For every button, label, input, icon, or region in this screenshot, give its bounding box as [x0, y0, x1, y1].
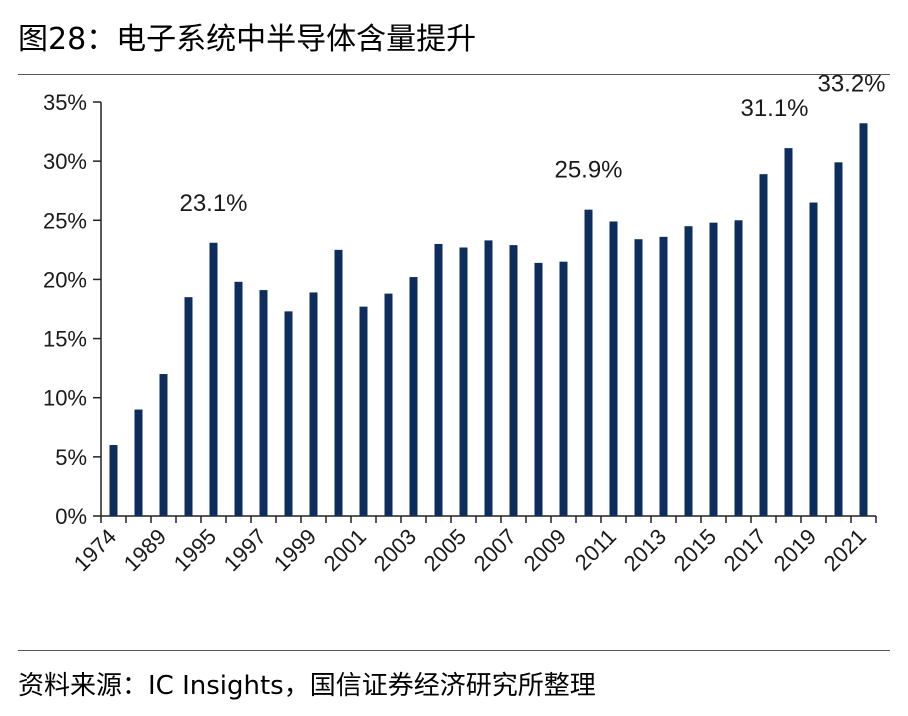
bar: [234, 281, 243, 516]
title-divider: [18, 74, 890, 75]
bar: [559, 261, 568, 516]
y-tick-label: 35%: [43, 90, 87, 115]
x-tick-label: 1997: [219, 524, 271, 576]
bar: [284, 311, 293, 516]
x-tick-label: 2007: [469, 524, 521, 576]
x-tick-label: 1999: [269, 524, 321, 576]
bar: [159, 374, 168, 516]
x-tick-label: 2019: [769, 524, 821, 576]
bar: [509, 245, 518, 516]
bar: [359, 306, 368, 516]
bar-series: [109, 123, 868, 517]
y-tick-label: 5%: [55, 445, 87, 470]
bar: [809, 202, 818, 517]
x-tick-label: 2003: [369, 524, 421, 576]
y-tick-label: 15%: [43, 327, 87, 352]
bar: [109, 445, 118, 516]
bar: [834, 162, 843, 516]
x-tick-label: 2005: [419, 524, 471, 576]
y-tick-label: 25%: [43, 208, 87, 233]
x-tick-label: 2015: [669, 524, 721, 576]
bar: [784, 148, 793, 517]
bar: [134, 409, 143, 516]
bar: [184, 297, 193, 516]
data-label: 25.9%: [554, 157, 622, 184]
bar: [734, 220, 743, 517]
bar: [309, 292, 318, 516]
y-tick-label: 30%: [43, 149, 87, 174]
x-tick-label: 2001: [319, 524, 371, 576]
y-tick-label: 20%: [43, 267, 87, 292]
bar: [859, 123, 868, 516]
source-divider: [18, 650, 890, 651]
x-tick-label: 1974: [69, 524, 121, 576]
x-axis: 1974198919951997199920012003200520072009…: [69, 515, 877, 576]
bar: [209, 242, 218, 516]
bar: [384, 293, 393, 516]
x-tick-label: 2009: [519, 524, 571, 576]
bar: [709, 222, 718, 516]
x-tick-label: 1989: [119, 524, 171, 576]
bar: [659, 236, 668, 517]
y-axis: 0% 5% 10% 15% 20% 25% 30% 35%: [43, 90, 102, 529]
bar: [409, 277, 418, 516]
bar: [259, 290, 268, 516]
bar: [434, 243, 443, 516]
data-label: 33.2%: [817, 70, 885, 97]
x-tick-label: 2013: [619, 524, 671, 576]
data-labels: 23.1% 25.9% 31.1% 33.2%: [179, 70, 885, 216]
bar: [334, 249, 343, 516]
bar: [609, 221, 618, 516]
x-tick-label: 1995: [169, 524, 221, 576]
bar: [759, 174, 768, 516]
bar: [534, 262, 543, 516]
data-label: 31.1%: [740, 95, 808, 122]
bar: [584, 209, 593, 516]
y-tick-label: 0%: [55, 504, 87, 529]
x-tick-label: 2011: [570, 524, 621, 575]
y-tick-label: 10%: [43, 386, 87, 411]
bar: [634, 239, 643, 516]
data-label: 23.1%: [179, 190, 247, 217]
bar: [459, 247, 468, 516]
bar-chart: 0% 5% 10% 15% 20% 25% 30% 35% 19741989199519971…: [43, 70, 886, 576]
bar: [684, 226, 693, 516]
bar: [484, 240, 493, 516]
source-note: 资料来源：IC Insights，国信证券经济研究所整理: [18, 671, 596, 701]
chart-title: 图28：电子系统中半导体含量提升: [18, 22, 477, 57]
x-tick-label: 2021: [819, 524, 871, 576]
x-tick-label: 2017: [719, 524, 771, 576]
